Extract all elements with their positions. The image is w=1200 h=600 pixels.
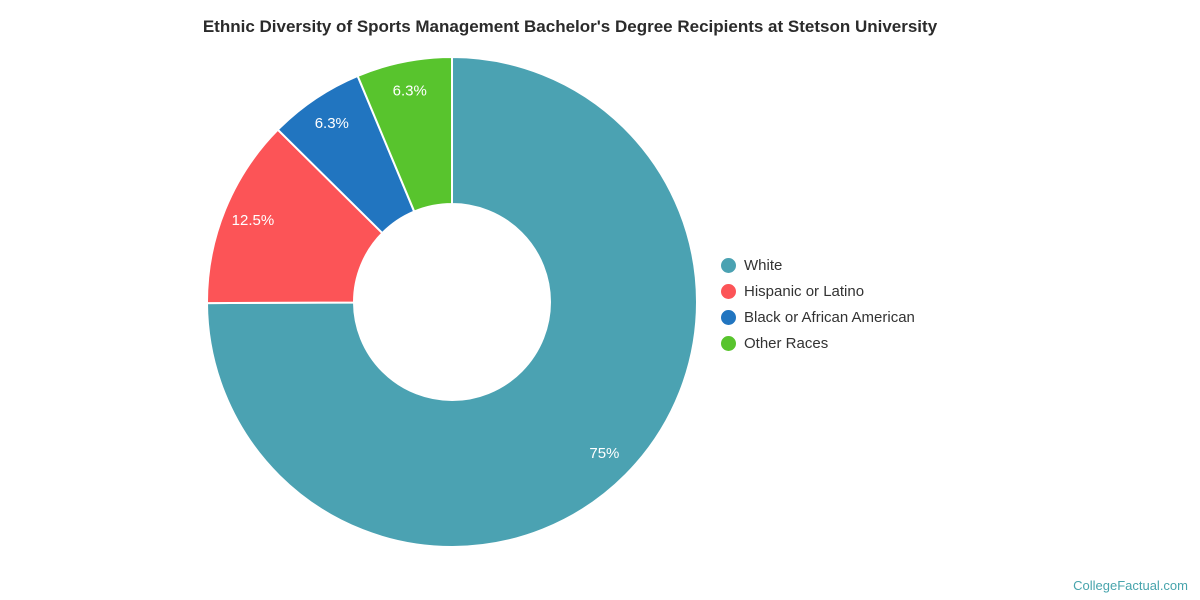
legend-item-label: Other Races [744,334,829,352]
legend-marker-icon [721,309,736,325]
legend-marker-icon [721,257,736,273]
legend-item-black-or-african-american[interactable]: Black or African American [721,304,915,330]
legend-item-label: Hispanic or Latino [744,282,865,300]
legend-marker-icon [721,335,736,351]
legend-item-label: White [744,256,783,274]
legend-marker-icon [721,283,736,299]
legend-item-other-races[interactable]: Other Races [721,330,915,356]
legend-item-hispanic-or-latino[interactable]: Hispanic or Latino [721,278,915,304]
chart-title: Ethnic Diversity of Sports Management Ba… [202,17,938,36]
legend-item-white[interactable]: White [721,252,915,278]
pie-slice-white[interactable] [206,56,698,548]
legend: White Hispanic or Latino Black or African … [721,252,915,356]
pie-slice-other-races[interactable] [356,56,453,213]
legend-item-label: Black or African American [744,308,915,326]
watermark-link[interactable]: CollegeFactual.com [1073,578,1188,593]
pie-slice-hispanic-or-latino[interactable] [206,128,384,305]
